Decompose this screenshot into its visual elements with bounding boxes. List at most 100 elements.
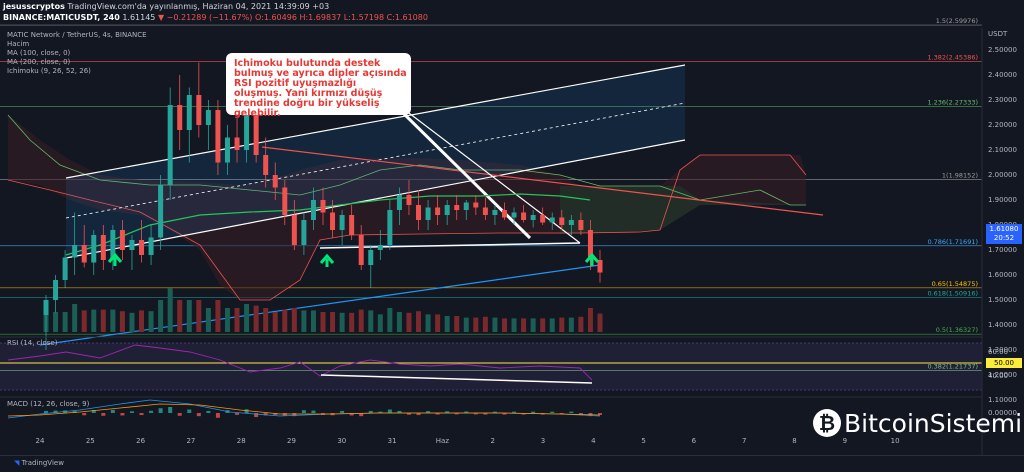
candle bbox=[501, 210, 507, 218]
ma100-label[interactable]: MA (100, close, 0) bbox=[7, 49, 71, 57]
volume-bar bbox=[473, 317, 479, 332]
chart-header: jesusscryptos TradingView.com'da yayınla… bbox=[0, 0, 1024, 30]
arrow-up-icon bbox=[107, 252, 123, 266]
bitcoin-icon: ₿ bbox=[813, 409, 841, 437]
volume-bar bbox=[492, 317, 498, 332]
candle bbox=[377, 245, 383, 250]
volume-bar bbox=[568, 317, 574, 332]
arrow-up-icon bbox=[584, 252, 600, 266]
candle bbox=[100, 235, 106, 260]
volume-bar bbox=[454, 316, 460, 332]
candle bbox=[244, 112, 250, 150]
candle bbox=[425, 207, 431, 220]
volume-bar bbox=[62, 312, 68, 332]
volume-bar bbox=[148, 311, 154, 332]
volume-bar bbox=[587, 308, 593, 332]
volume-bar bbox=[578, 316, 584, 332]
ichimoku-label[interactable]: Ichimoku (9, 26, 52, 26) bbox=[7, 67, 91, 75]
candle bbox=[521, 212, 527, 220]
rsi-label[interactable]: RSI (14, close) bbox=[7, 339, 58, 347]
y-tick: 2.00000 bbox=[988, 171, 1017, 179]
x-tick: 4 bbox=[591, 437, 596, 445]
candle bbox=[53, 280, 59, 300]
volume-bars bbox=[43, 288, 603, 332]
candle bbox=[110, 230, 116, 260]
volume-bar bbox=[501, 318, 507, 332]
macd-bar bbox=[578, 413, 583, 415]
macd-bar bbox=[454, 413, 459, 415]
volume-bar bbox=[387, 308, 393, 332]
volume-bar bbox=[540, 318, 546, 332]
volume-bar bbox=[368, 310, 374, 332]
macd-bar bbox=[531, 411, 536, 413]
candle bbox=[330, 212, 336, 230]
support-arrows bbox=[107, 252, 600, 267]
y-tick: 2.30000 bbox=[988, 96, 1017, 104]
volume-bar bbox=[444, 316, 450, 332]
candle bbox=[597, 260, 603, 273]
candle bbox=[215, 110, 221, 163]
candle bbox=[416, 205, 422, 220]
macd-bar bbox=[550, 411, 555, 413]
candle bbox=[186, 95, 192, 130]
y-tick: 1.40000 bbox=[988, 321, 1017, 329]
volume-bar bbox=[215, 300, 221, 332]
macd-bar bbox=[569, 411, 574, 413]
volume-bar bbox=[330, 312, 336, 332]
macd-bar bbox=[301, 410, 306, 413]
macd-bar bbox=[378, 411, 383, 413]
y-tick: 1.70000 bbox=[988, 246, 1017, 254]
fib-label: 0.382(1.21737) bbox=[927, 363, 978, 371]
macd-tick-0: 0.00000 bbox=[988, 409, 1017, 417]
macd-bar bbox=[397, 410, 402, 413]
last-price: 1.61145 bbox=[122, 13, 156, 22]
tradingview-logo[interactable]: ◥ TradingView bbox=[14, 459, 64, 467]
fib-label: 0.65(1.54875) bbox=[932, 280, 978, 288]
ma200-label[interactable]: MA (200, close, 0) bbox=[7, 58, 71, 66]
tv-icon: ◥ bbox=[14, 459, 20, 467]
macd-bar bbox=[512, 411, 517, 413]
volume-bar bbox=[100, 309, 106, 332]
x-tick: 24 bbox=[36, 437, 45, 445]
macd-bar bbox=[244, 409, 249, 413]
macd-bar bbox=[168, 407, 173, 413]
volume-bar bbox=[416, 311, 422, 332]
candle bbox=[492, 210, 498, 215]
footer: ◥ TradingView bbox=[0, 455, 1024, 472]
x-tick: 26 bbox=[136, 437, 145, 445]
volume-bar bbox=[81, 310, 87, 332]
volume-label[interactable]: Hacim bbox=[7, 40, 30, 48]
candle bbox=[387, 210, 393, 245]
blue-trendline bbox=[39, 264, 601, 346]
candle bbox=[291, 215, 297, 245]
red-trendline bbox=[261, 146, 824, 216]
candle bbox=[62, 257, 68, 280]
macd-bar bbox=[263, 413, 268, 416]
macd-bar bbox=[139, 413, 144, 416]
candle bbox=[148, 237, 154, 255]
fib-label: 0.5(1.36327) bbox=[936, 326, 978, 334]
macd-label[interactable]: MACD (12, 26, close, 9) bbox=[7, 400, 90, 408]
volume-bar bbox=[272, 312, 278, 332]
volume-bar bbox=[205, 308, 211, 332]
x-tick: 7 bbox=[742, 437, 746, 445]
fib-label: 1.382(2.45386) bbox=[927, 54, 978, 62]
rsi-tick-60: 60.00 bbox=[988, 348, 1008, 356]
fib-label: 0.786(1.71691) bbox=[927, 238, 978, 246]
x-tick: 6 bbox=[692, 437, 697, 445]
candle bbox=[320, 200, 326, 213]
volume-bar bbox=[320, 312, 326, 332]
symbol[interactable]: BINANCE:MATICUSDT, 240 bbox=[3, 13, 120, 22]
volume-bar bbox=[377, 314, 383, 332]
macd-bar bbox=[416, 413, 421, 416]
volume-bar bbox=[425, 314, 431, 332]
candle bbox=[301, 220, 307, 245]
change: ▼ −0.21289 (−11.67%) bbox=[157, 13, 253, 22]
fib-label: 1(1.98152) bbox=[942, 172, 978, 180]
macd-line bbox=[7, 399, 601, 419]
candle bbox=[263, 155, 269, 175]
candle bbox=[282, 187, 288, 215]
candle bbox=[81, 245, 87, 263]
x-tick: 30 bbox=[337, 437, 346, 445]
